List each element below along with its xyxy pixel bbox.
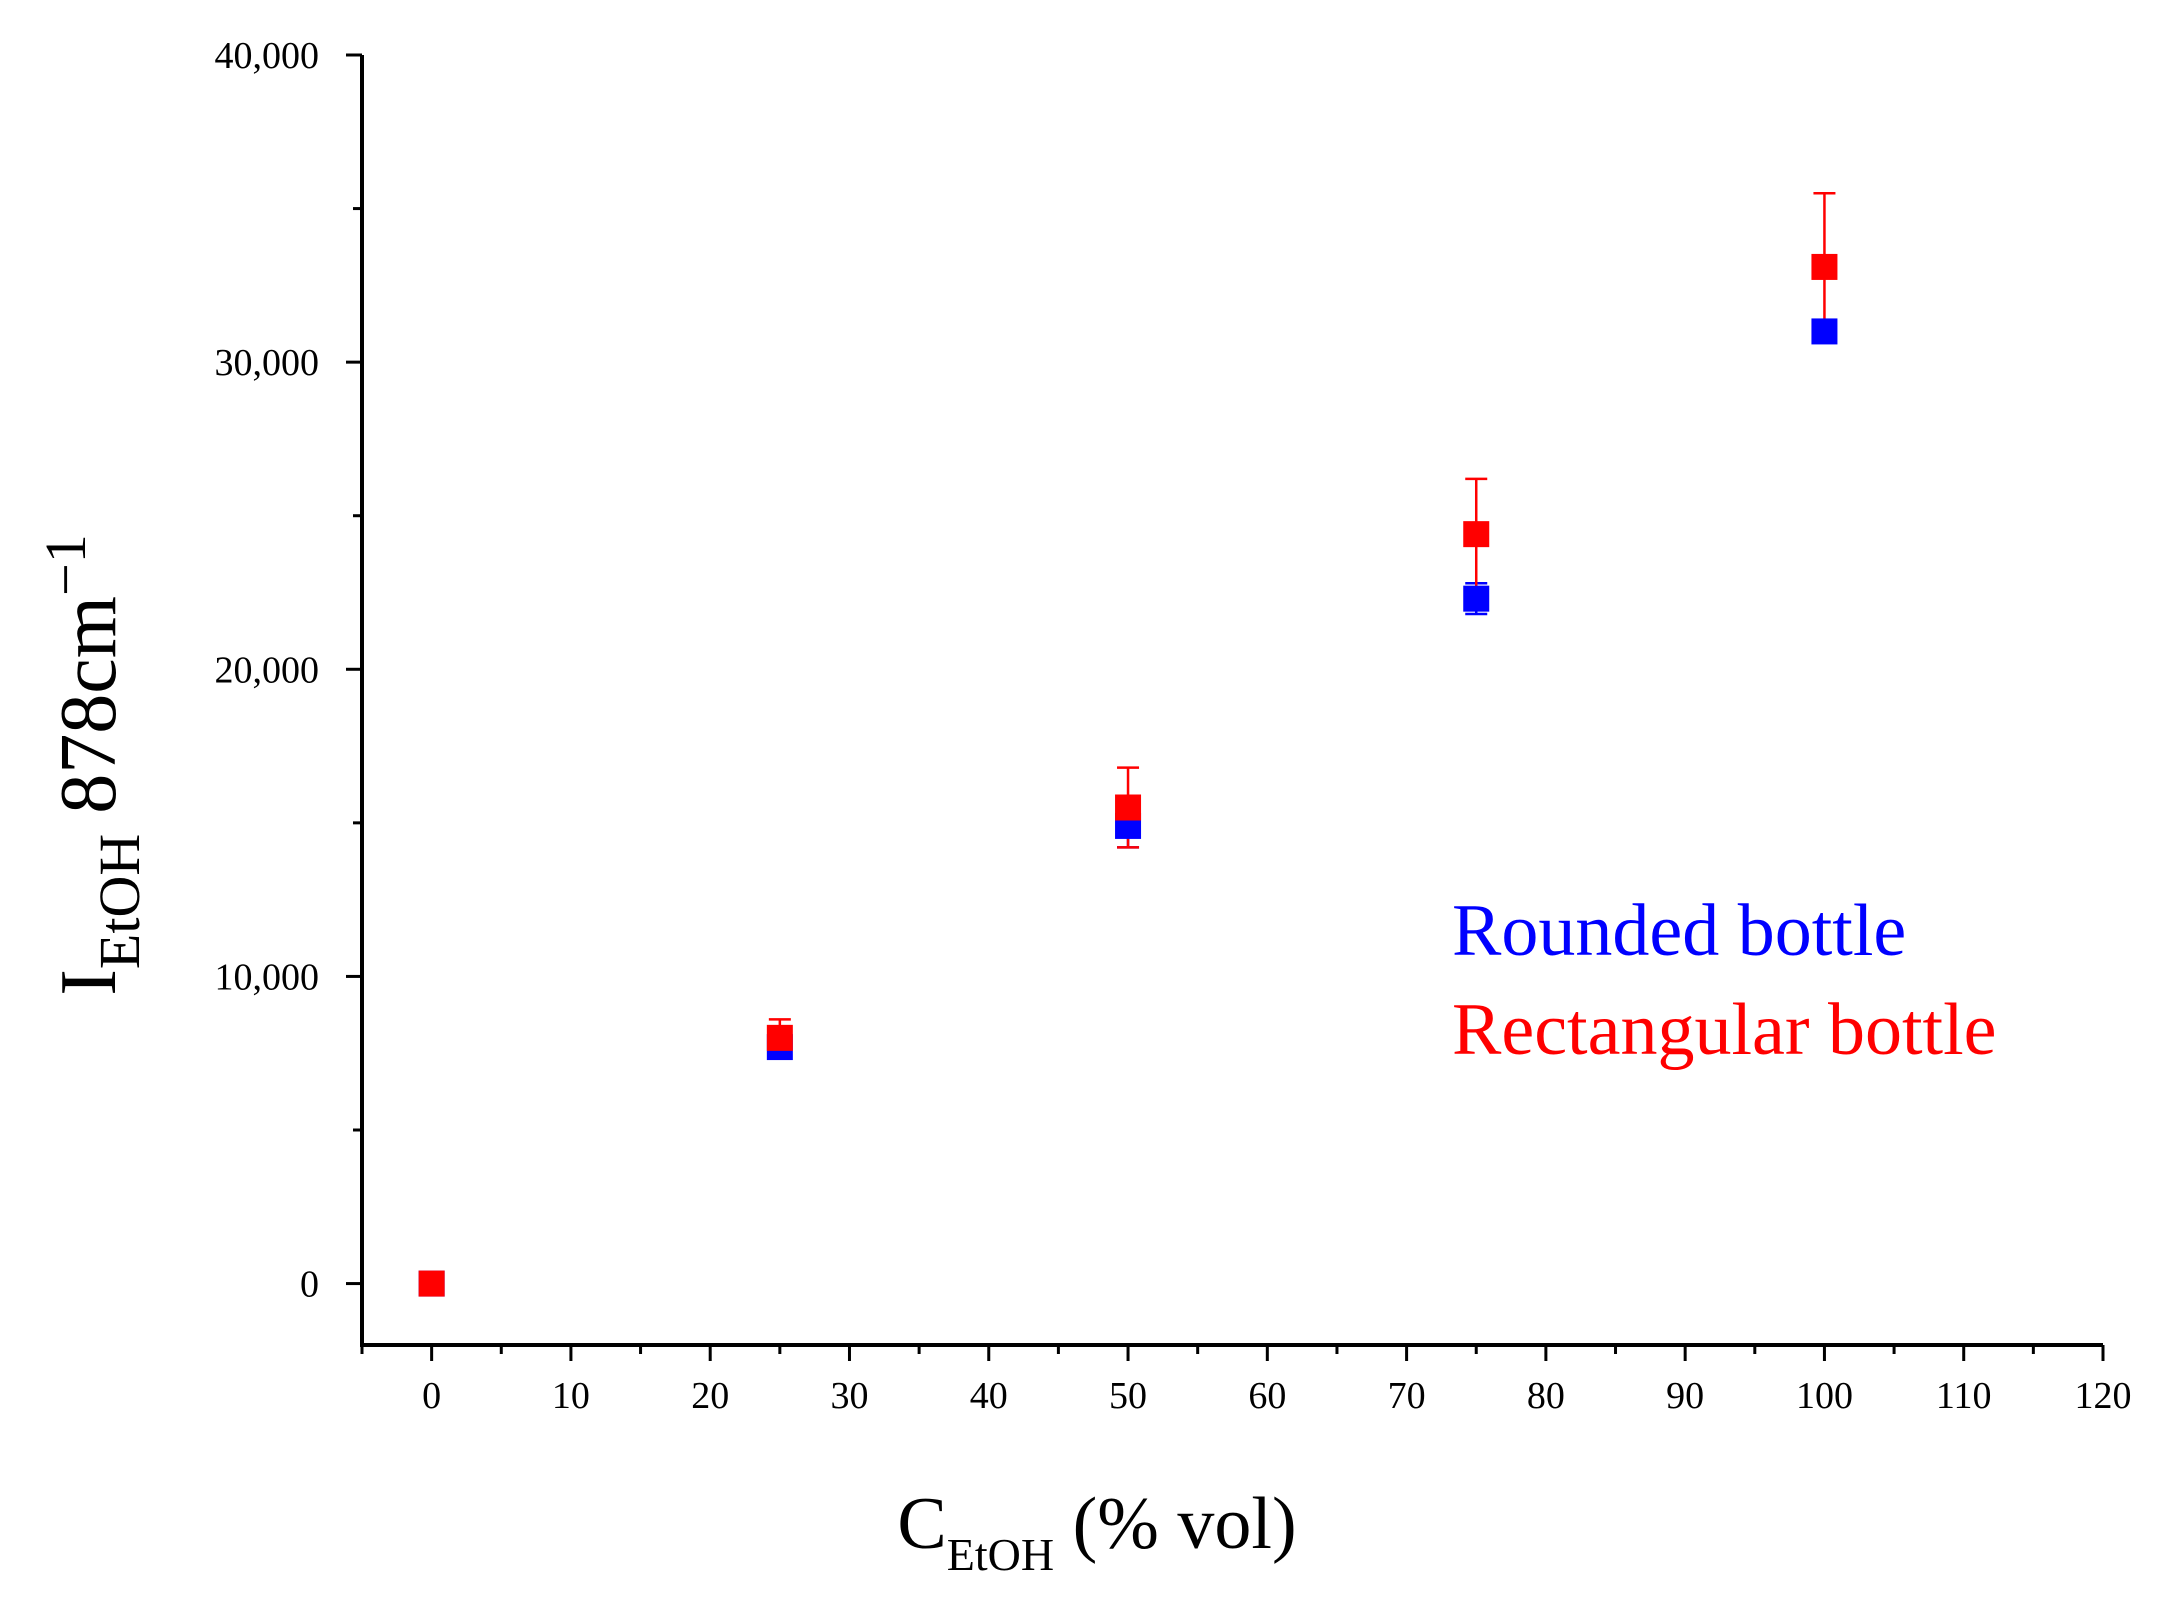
x-tick-label: 50 [1109,1375,1147,1417]
legend-entry-rounded: Rounded bottle [1452,890,1906,972]
axes [360,55,2103,1347]
x-tick-label: 60 [1248,1375,1286,1417]
y-tick-label: 0 [300,1264,319,1306]
legend: Rounded bottle Rectangular bottle [1452,890,1997,1071]
rounded-bottle-point [1811,318,1838,345]
y-axis-title-sup: −1 [33,534,98,596]
x-axis-title: CEtOH (% vol) [897,1483,1296,1580]
x-tick-label: 120 [2075,1375,2132,1417]
rectangular-bottle-point [1811,253,1838,280]
x-tick-label: 20 [691,1375,729,1417]
legend-entry-rectangular: Rectangular bottle [1452,989,1997,1071]
x-axis-title-main: C [897,1483,946,1565]
ticks: 0 10 20 30 40 50 60 70 80 90 100 110 120 0 10,000 20,00… [215,35,2132,1417]
x-tick-label: 110 [1936,1375,1992,1417]
y-tick-label: 40,000 [215,35,320,77]
y-axis-title: IEtOH 878cm−1 [33,534,152,995]
y-tick-label: 30,000 [215,342,320,384]
x-tick-label: 100 [1796,1375,1853,1417]
rectangular-bottle-point [1115,794,1142,821]
x-axis-title-rest: (% vol) [1054,1483,1297,1565]
y-axis-title-main: I [45,969,133,996]
y-axis-title-rest: 878cm [45,596,133,834]
x-tick-label: 0 [422,1375,441,1417]
rectangular-bottle-point [766,1024,793,1051]
rectangular-bottle-point [418,1270,445,1297]
x-tick-label: 80 [1527,1375,1565,1417]
x-tick-label: 90 [1666,1375,1704,1417]
x-tick-label: 70 [1388,1375,1426,1417]
data-points [418,253,1838,1297]
y-tick-label: 20,000 [215,649,320,691]
rounded-bottle-point [1463,585,1490,612]
y-tick-label: 10,000 [215,956,320,998]
rectangular-bottle-point [1463,521,1490,548]
x-tick-label: 10 [552,1375,590,1417]
x-tick-label: 30 [830,1375,868,1417]
y-axis-title-sub: EtOH [87,834,152,969]
x-axis-title-sub: EtOH [947,1529,1054,1580]
x-tick-label: 40 [970,1375,1008,1417]
